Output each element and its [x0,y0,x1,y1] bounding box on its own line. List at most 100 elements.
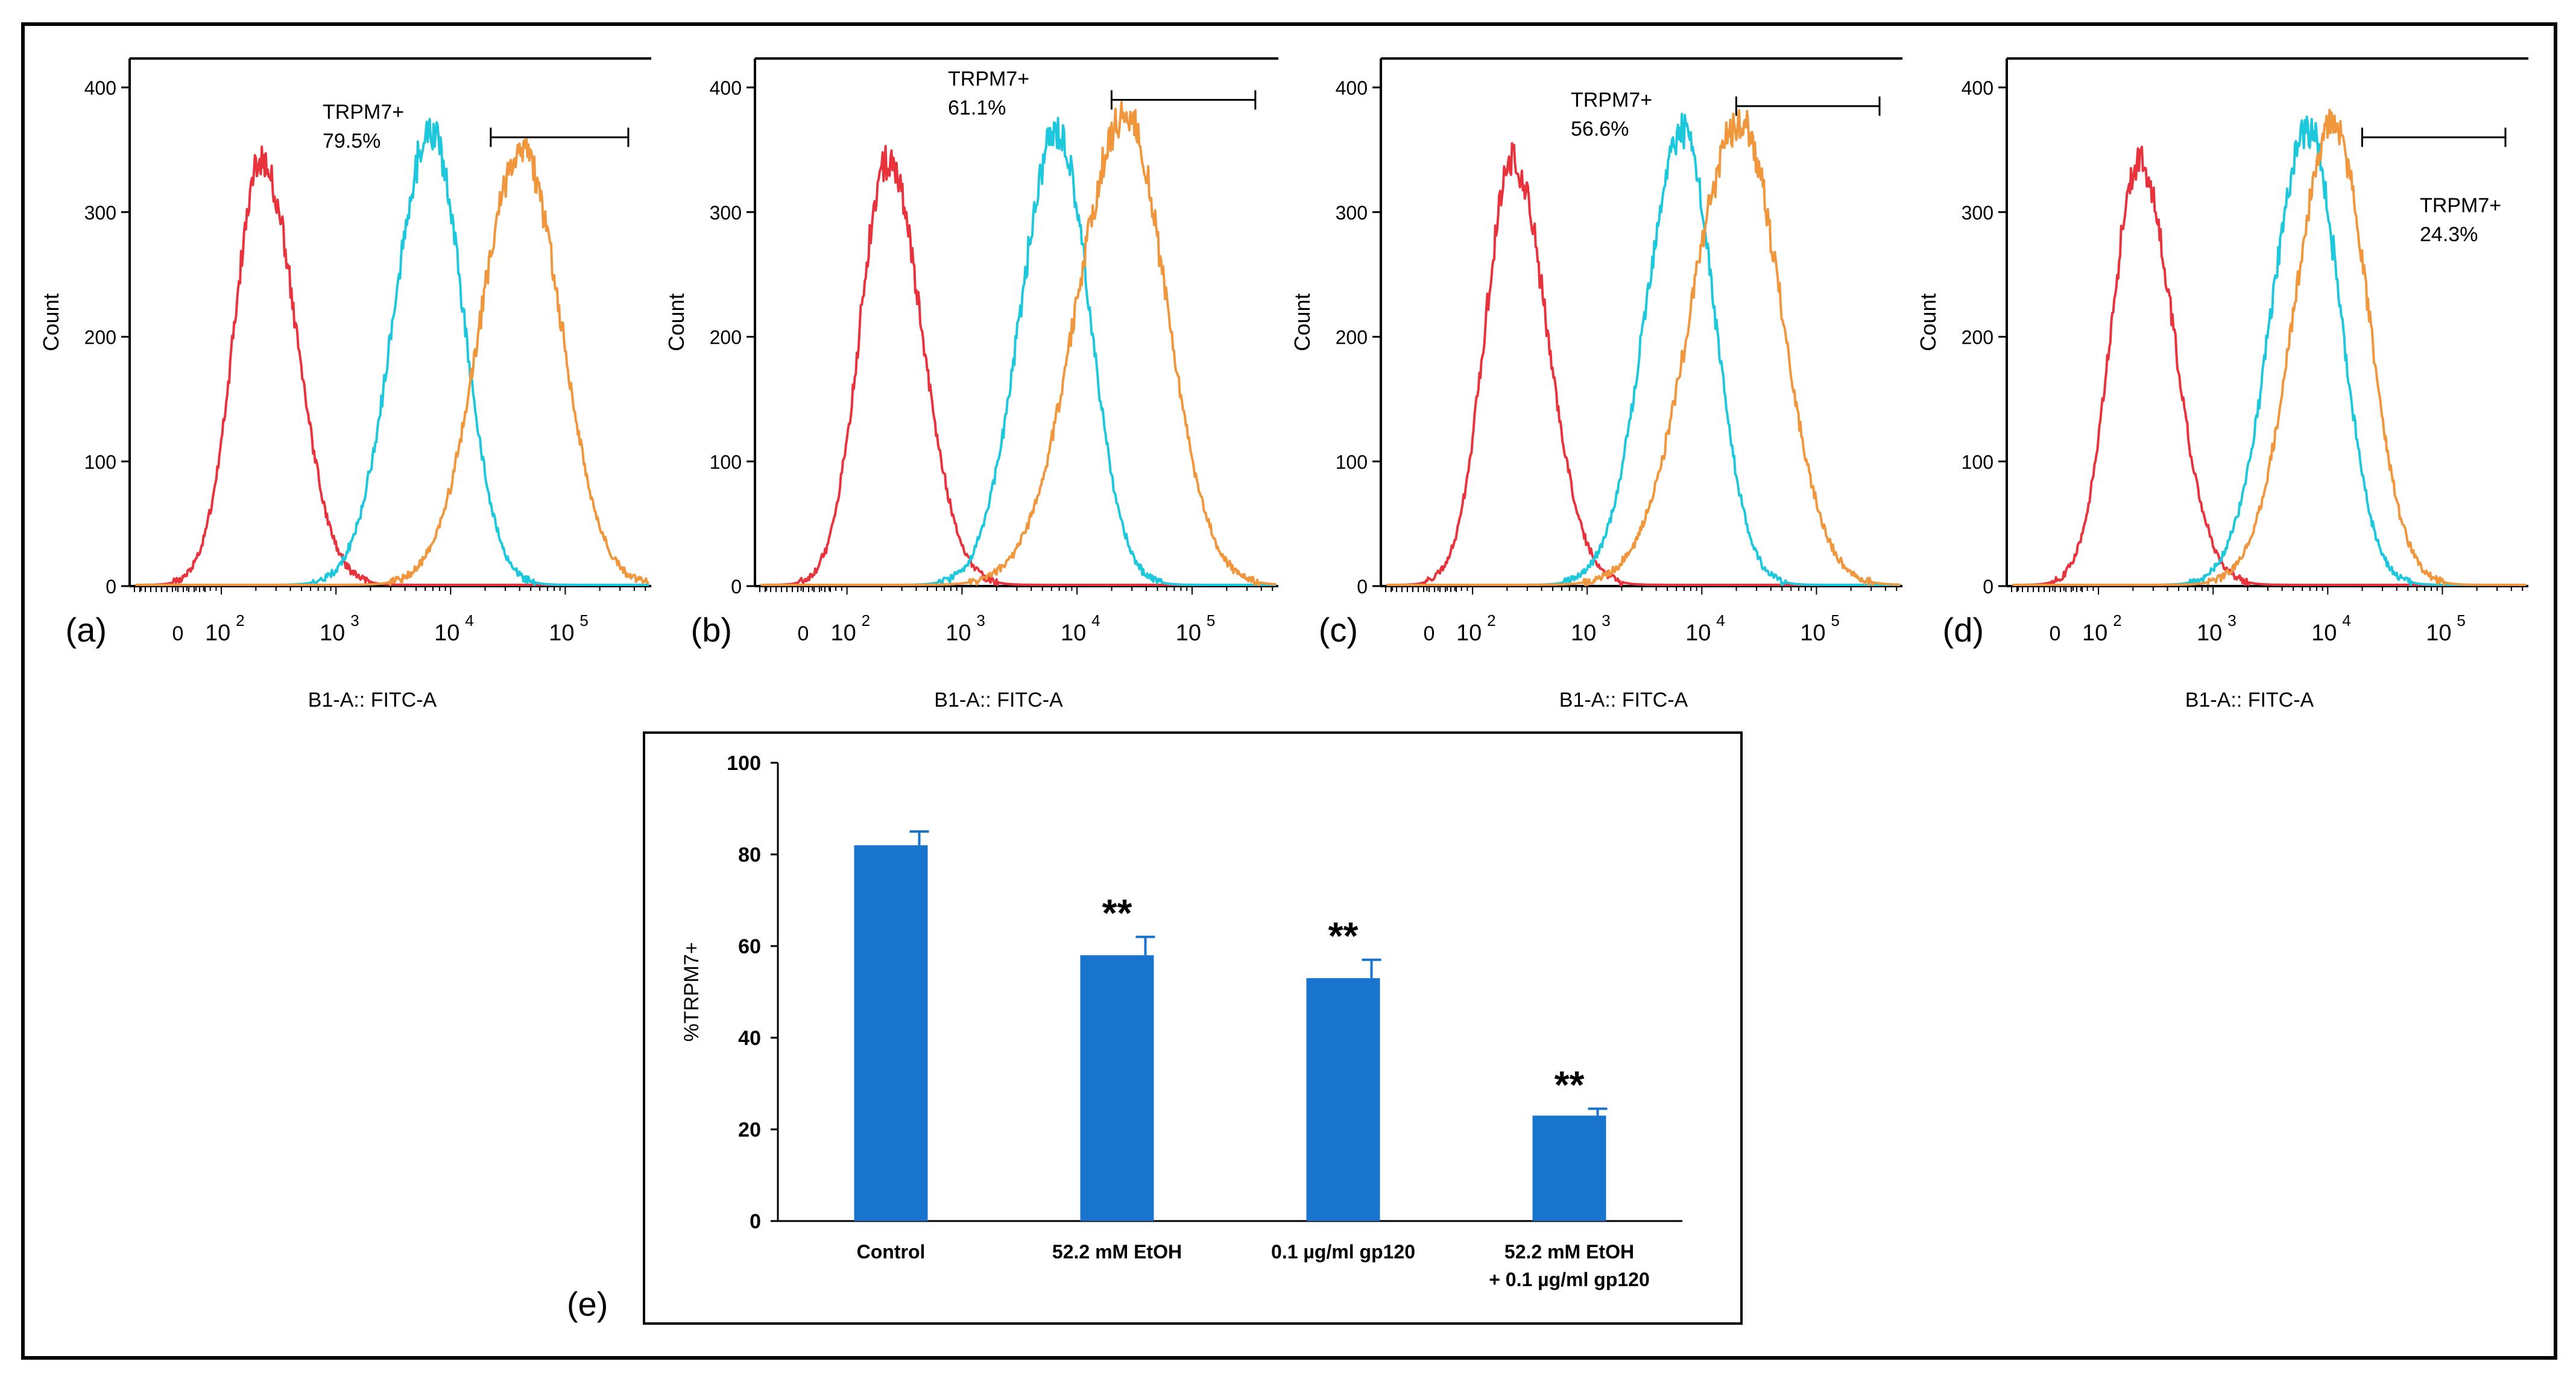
significance-marker: ** [1102,891,1132,935]
x-axis-label: B1-A:: FITC-A [2185,689,2314,712]
bar-y-tick-label: 100 [727,752,761,775]
x-axis-label: B1-A:: FITC-A [934,689,1063,712]
y-tick-label: 200 [710,327,742,349]
bar-y-tick-label: 40 [738,1027,761,1050]
y-tick-label: 0 [1357,576,1368,598]
x-tick-label-base: 10 [1571,620,1596,646]
x-tick-label-base: 10 [2311,620,2337,646]
x-tick-label-exponent: 3 [1602,611,1610,630]
x-tick-label-base: 10 [549,620,574,646]
significance-marker: ** [1328,914,1359,958]
x-tick-label-exponent: 5 [579,611,588,630]
x-tick-label-exponent: 5 [1831,611,1839,630]
x-tick-label-exponent: 4 [1716,611,1725,630]
y-axis-label: Count [1916,293,1940,351]
y-tick-label: 300 [710,202,742,224]
y-tick-label: 100 [84,451,116,473]
x-tick-label: 0 [172,622,184,645]
x-tick-label-base: 10 [1800,620,1825,646]
x-tick-label-exponent: 2 [236,611,244,630]
gate-annotation-label: TRPM7+ [2420,194,2501,217]
y-axis-label: Count [1290,293,1315,351]
gate-annotation-percent: 79.5% [323,130,380,153]
y-axis-label: Count [39,293,63,351]
y-tick-label: 400 [1336,77,1368,99]
x-tick-label-exponent: 3 [2227,611,2236,630]
panel-label: (a) [66,611,107,649]
panel-label: (b) [691,611,732,649]
y-tick-label: 200 [84,327,116,349]
bar-y-tick-label: 80 [738,844,761,866]
y-tick-label: 100 [1962,451,1994,473]
x-tick-label: 0 [2050,622,2061,645]
y-tick-label: 0 [106,576,116,598]
bar-y-tick-label: 0 [750,1210,761,1233]
x-tick-label-exponent: 5 [2457,611,2465,630]
panel-label: (d) [1943,611,1984,649]
gate-annotation-label: TRPM7+ [948,68,1029,90]
panel-label: (e) [567,1285,608,1323]
y-tick-label: 0 [731,576,742,598]
x-tick-label-base: 10 [1456,620,1482,646]
gate-annotation-label: TRPM7+ [323,101,404,124]
x-tick-label-base: 10 [2082,620,2107,646]
x-tick-label-exponent: 2 [862,611,870,630]
bar-panel-frame [643,731,1743,1325]
x-tick-label: 0 [798,622,809,645]
x-tick-label-base: 10 [205,620,230,646]
gate-annotation-percent: 56.6% [1571,118,1629,140]
y-tick-label: 100 [1336,451,1368,473]
bar-y-tick-label: 20 [738,1119,761,1141]
histogram-orange [1386,109,1901,586]
gate-annotation-percent: 61.1% [948,96,1006,119]
bar-category-label: 52.2 mM EtOH [1504,1241,1634,1263]
y-tick-label: 400 [1962,77,1994,99]
bar-category-label: 0.1 µg/ml gp120 [1271,1241,1415,1263]
x-tick-label: 0 [1424,622,1435,645]
x-tick-label-base: 10 [945,620,971,646]
x-tick-label-exponent: 5 [1207,611,1215,630]
x-axis-label: B1-A:: FITC-A [1559,689,1688,712]
x-tick-label-exponent: 3 [976,611,985,630]
y-tick-label: 300 [1336,202,1368,224]
x-tick-label-exponent: 4 [1091,611,1100,630]
x-tick-label-exponent: 4 [465,611,473,630]
y-tick-label: 400 [84,77,116,99]
x-tick-label-base: 10 [320,620,345,646]
gate-annotation-percent: 24.3% [2420,223,2478,246]
bar-y-tick-label: 60 [738,935,761,958]
bar-category-label: + 0.1 µg/ml gp120 [1489,1269,1650,1290]
x-tick-label-exponent: 2 [1487,611,1495,630]
gate-annotation-label: TRPM7+ [1571,89,1652,112]
bar-category-label: Control [857,1241,926,1263]
bar [1532,1116,1606,1221]
bar-y-axis-label: %TRPM7+ [680,942,703,1041]
y-tick-label: 0 [1983,576,1994,598]
x-tick-label-exponent: 4 [2342,611,2350,630]
panel-label: (c) [1319,611,1358,649]
y-tick-label: 300 [1962,202,1994,224]
histogram-orange [135,137,649,586]
x-tick-label-base: 10 [1061,620,1086,646]
x-tick-label-base: 10 [830,620,856,646]
histogram-orange [760,101,1277,586]
significance-marker: ** [1555,1063,1585,1106]
histogram-orange [2012,109,2527,586]
y-tick-label: 100 [710,451,742,473]
bar [854,845,928,1221]
x-tick-label-exponent: 2 [2113,611,2121,630]
y-axis-label: Count [664,293,689,351]
x-tick-label-base: 10 [434,620,459,646]
bar-chart-panel: 0 20 40 60 80 100 %TRPM7+ Control ** 52.2 mM EtOH… [567,731,1743,1325]
x-axis-label: B1-A:: FITC-A [308,689,437,712]
bar-category-label: 52.2 mM EtOH [1052,1241,1182,1263]
y-tick-label: 200 [1336,327,1368,349]
y-tick-label: 200 [1962,327,1994,349]
y-tick-label: 400 [710,77,742,99]
x-tick-label-base: 10 [1685,620,1711,646]
